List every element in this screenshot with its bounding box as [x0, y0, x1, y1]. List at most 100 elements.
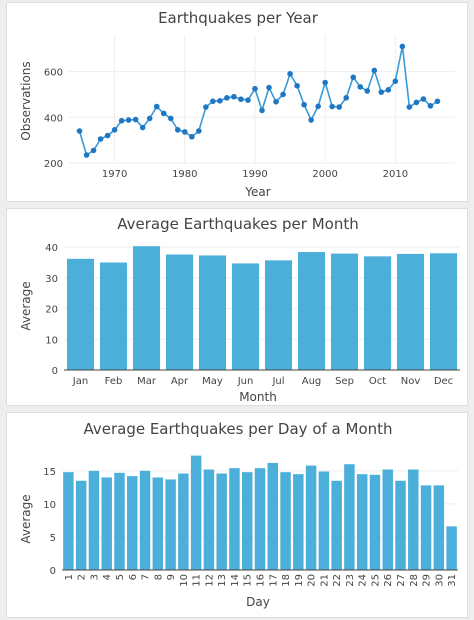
x-tick-label: 3 — [89, 574, 100, 580]
bar — [165, 479, 176, 570]
bar — [88, 470, 100, 570]
bar — [101, 477, 112, 570]
y-tick-label: 600 — [44, 68, 63, 79]
data-point — [111, 127, 118, 133]
data-point — [245, 97, 251, 103]
x-tick-label: 23 — [345, 574, 356, 587]
data-point — [160, 110, 167, 117]
data-point — [434, 98, 441, 105]
data-point — [90, 147, 97, 154]
x-tick-label: May — [202, 376, 223, 387]
x-tick-label: 17 — [268, 574, 279, 587]
data-point — [350, 74, 357, 81]
x-tick-label: Feb — [105, 376, 123, 387]
data-point — [280, 91, 286, 98]
series-line — [78, 46, 438, 157]
bar — [297, 252, 326, 370]
x-tick-label: 26 — [383, 574, 394, 587]
x-tick-label: 8 — [153, 574, 164, 580]
data-point — [392, 78, 399, 84]
y-tick-label: 0 — [52, 366, 58, 377]
bar — [305, 465, 317, 570]
x-tick-label: 24 — [358, 574, 369, 587]
bar — [396, 253, 425, 370]
data-point — [322, 79, 328, 86]
bar — [369, 474, 381, 570]
data-point — [343, 95, 350, 101]
bar — [280, 472, 291, 570]
x-tick-label: 1990 — [242, 169, 267, 180]
data-point — [104, 132, 111, 139]
y-axis-label: Average — [19, 494, 33, 543]
bar — [429, 253, 458, 370]
data-point — [83, 152, 90, 158]
x-tick-label: 19 — [294, 574, 305, 587]
x-tick-label: 9 — [166, 574, 177, 580]
bar — [293, 474, 304, 570]
x-tick-label: 4 — [102, 574, 113, 580]
data-point — [238, 96, 244, 103]
y-tick-label: 10 — [45, 335, 58, 346]
bar — [420, 485, 432, 570]
x-tick-label: Oct — [369, 376, 386, 387]
y-tick-label: 30 — [45, 274, 58, 285]
bar — [63, 472, 74, 570]
bar — [229, 468, 240, 570]
data-point — [153, 103, 160, 110]
x-axis-label: Day — [246, 595, 270, 609]
x-tick-label: 2 — [77, 574, 88, 580]
data-point — [273, 98, 279, 105]
daily-chart-panel: Average Earthquakes per Day of a Month D… — [6, 412, 468, 618]
x-tick-label: Jan — [72, 376, 88, 387]
data-point — [132, 116, 139, 123]
data-point — [97, 136, 104, 142]
x-tick-label: Apr — [171, 376, 189, 387]
bar — [231, 263, 260, 370]
y-tick-label: 0 — [50, 566, 56, 577]
x-tick-label: 22 — [332, 574, 343, 587]
y-tick-label: 200 — [44, 159, 63, 170]
data-point — [189, 133, 195, 140]
x-tick-label: Jul — [271, 376, 284, 387]
x-tick-label: 12 — [204, 574, 215, 587]
data-point — [308, 117, 314, 123]
y-tick-label: 40 — [45, 243, 58, 254]
data-point — [329, 103, 335, 110]
x-tick-label: 28 — [409, 574, 420, 587]
data-point — [139, 124, 146, 131]
bar — [363, 256, 392, 370]
bar — [331, 480, 342, 570]
x-tick-label: 2010 — [383, 169, 408, 180]
bar — [139, 470, 151, 570]
y-tick-label: 15 — [43, 467, 56, 478]
yearly-line-chart: Earthquakes per Year Year Observations 1… — [19, 9, 455, 199]
x-tick-label: 5 — [115, 574, 126, 580]
bar — [178, 473, 189, 570]
x-tick-label: Sep — [335, 376, 354, 387]
data-point — [252, 85, 258, 92]
data-point — [406, 104, 413, 110]
x-tick-label: 25 — [370, 574, 381, 587]
data-point — [357, 84, 364, 90]
bar — [190, 455, 202, 570]
data-point — [203, 104, 209, 110]
bar — [382, 469, 393, 570]
x-tick-label: 29 — [422, 574, 433, 587]
y-tick-label: 20 — [45, 305, 58, 316]
daily-bar-chart: Average Earthquakes per Day of a Month D… — [19, 420, 458, 609]
bar — [446, 526, 457, 570]
x-tick-label: Aug — [302, 376, 322, 387]
x-tick-label: Mar — [137, 376, 157, 387]
bar — [318, 471, 330, 570]
x-tick-label: 15 — [243, 574, 254, 587]
bar — [344, 464, 355, 570]
bar — [75, 480, 87, 570]
y-axis-label: Observations — [19, 61, 33, 140]
data-point — [259, 107, 265, 114]
bar — [433, 485, 445, 570]
data-point — [125, 117, 132, 123]
x-tick-label: 1970 — [102, 169, 127, 180]
chart-title: Average Earthquakes per Month — [117, 215, 358, 233]
data-point — [76, 128, 83, 134]
data-point — [413, 99, 420, 106]
